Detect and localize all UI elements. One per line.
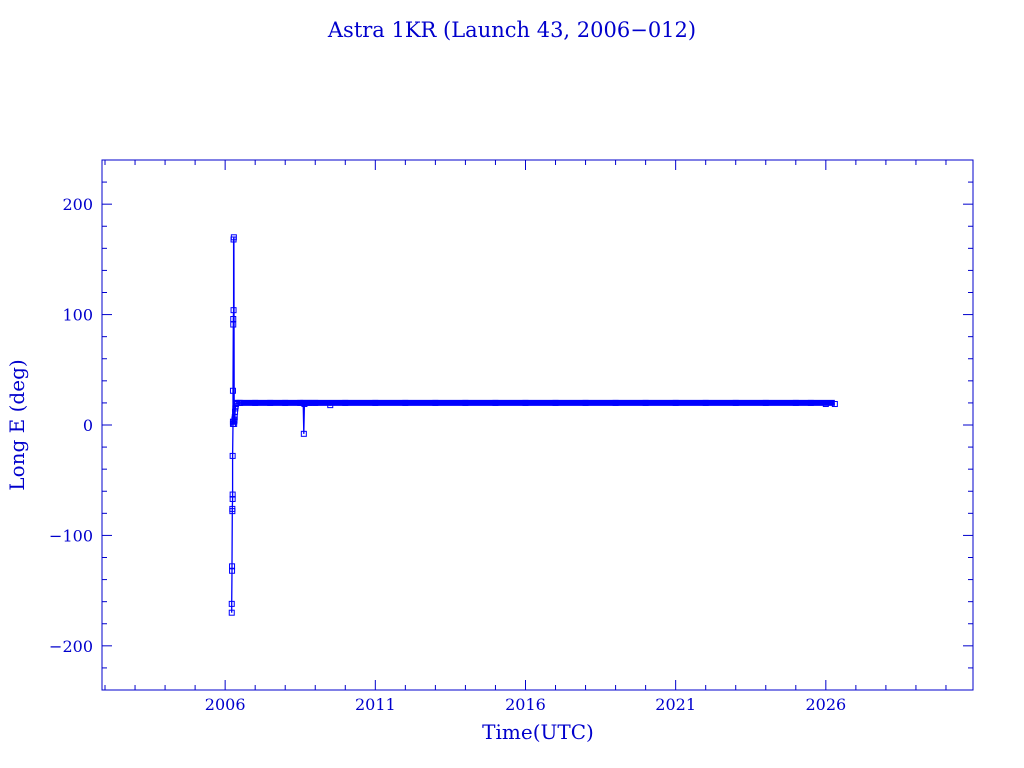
data-point — [230, 307, 237, 314]
data-point — [402, 399, 409, 406]
data-point — [229, 567, 236, 574]
data-point — [229, 387, 236, 394]
x-tick-label: 2021 — [655, 695, 696, 714]
data-point — [552, 399, 559, 406]
data-point — [230, 321, 237, 328]
data-point — [300, 399, 307, 406]
data-point — [792, 399, 799, 406]
data-point — [231, 414, 238, 421]
data-point — [702, 399, 709, 406]
y-tick-label: 200 — [62, 195, 93, 214]
data-point — [822, 401, 829, 408]
data-point — [582, 399, 589, 406]
x-tick-label: 2026 — [805, 695, 846, 714]
data-point — [642, 399, 649, 406]
data-point — [282, 399, 289, 406]
data-point — [229, 505, 236, 512]
data-point — [831, 401, 838, 408]
data-point — [300, 430, 307, 437]
data-point — [462, 399, 469, 406]
data-point — [229, 491, 236, 498]
data-point — [230, 234, 237, 241]
data-point — [267, 399, 274, 406]
data-point — [327, 402, 334, 409]
data-point — [237, 399, 244, 406]
data-point — [522, 399, 529, 406]
data-point — [762, 399, 769, 406]
data-point — [372, 399, 379, 406]
y-tick-label: 100 — [62, 306, 93, 325]
data-point — [612, 399, 619, 406]
data-point — [342, 399, 349, 406]
data-point — [232, 408, 239, 415]
data-point — [252, 399, 259, 406]
data-point — [672, 399, 679, 406]
data-point — [229, 495, 236, 502]
data-point — [312, 399, 319, 406]
series-longitude — [228, 234, 838, 616]
tick-labels: 2006 2011 2016 2021 2026 200 100 0 −100 −200 — [49, 195, 846, 714]
data-point — [228, 600, 235, 607]
y-tick-label: −200 — [49, 637, 93, 656]
data-point — [231, 420, 238, 427]
chart-title: Astra 1KR (Launch 43, 2006−012) — [327, 18, 696, 42]
x-tick-label: 2016 — [505, 695, 546, 714]
y-axis-label: Long E (deg) — [5, 359, 29, 490]
x-tick-label: 2006 — [205, 695, 246, 714]
x-tick-label: 2011 — [355, 695, 396, 714]
x-axis-label: Time(UTC) — [482, 720, 594, 744]
data-point — [231, 417, 238, 424]
data-point — [230, 316, 237, 322]
series-line — [231, 237, 835, 613]
data-point — [432, 399, 439, 406]
data-point — [297, 399, 304, 406]
y-tick-label: −100 — [49, 526, 93, 545]
y-tick-label: 0 — [83, 416, 93, 435]
data-point — [229, 563, 236, 570]
data-point — [306, 399, 313, 406]
data-point — [807, 399, 814, 406]
data-point — [732, 399, 739, 406]
data-point — [229, 452, 236, 459]
data-point — [228, 609, 235, 616]
data-point — [492, 399, 499, 406]
axis-ticks — [102, 159, 973, 691]
